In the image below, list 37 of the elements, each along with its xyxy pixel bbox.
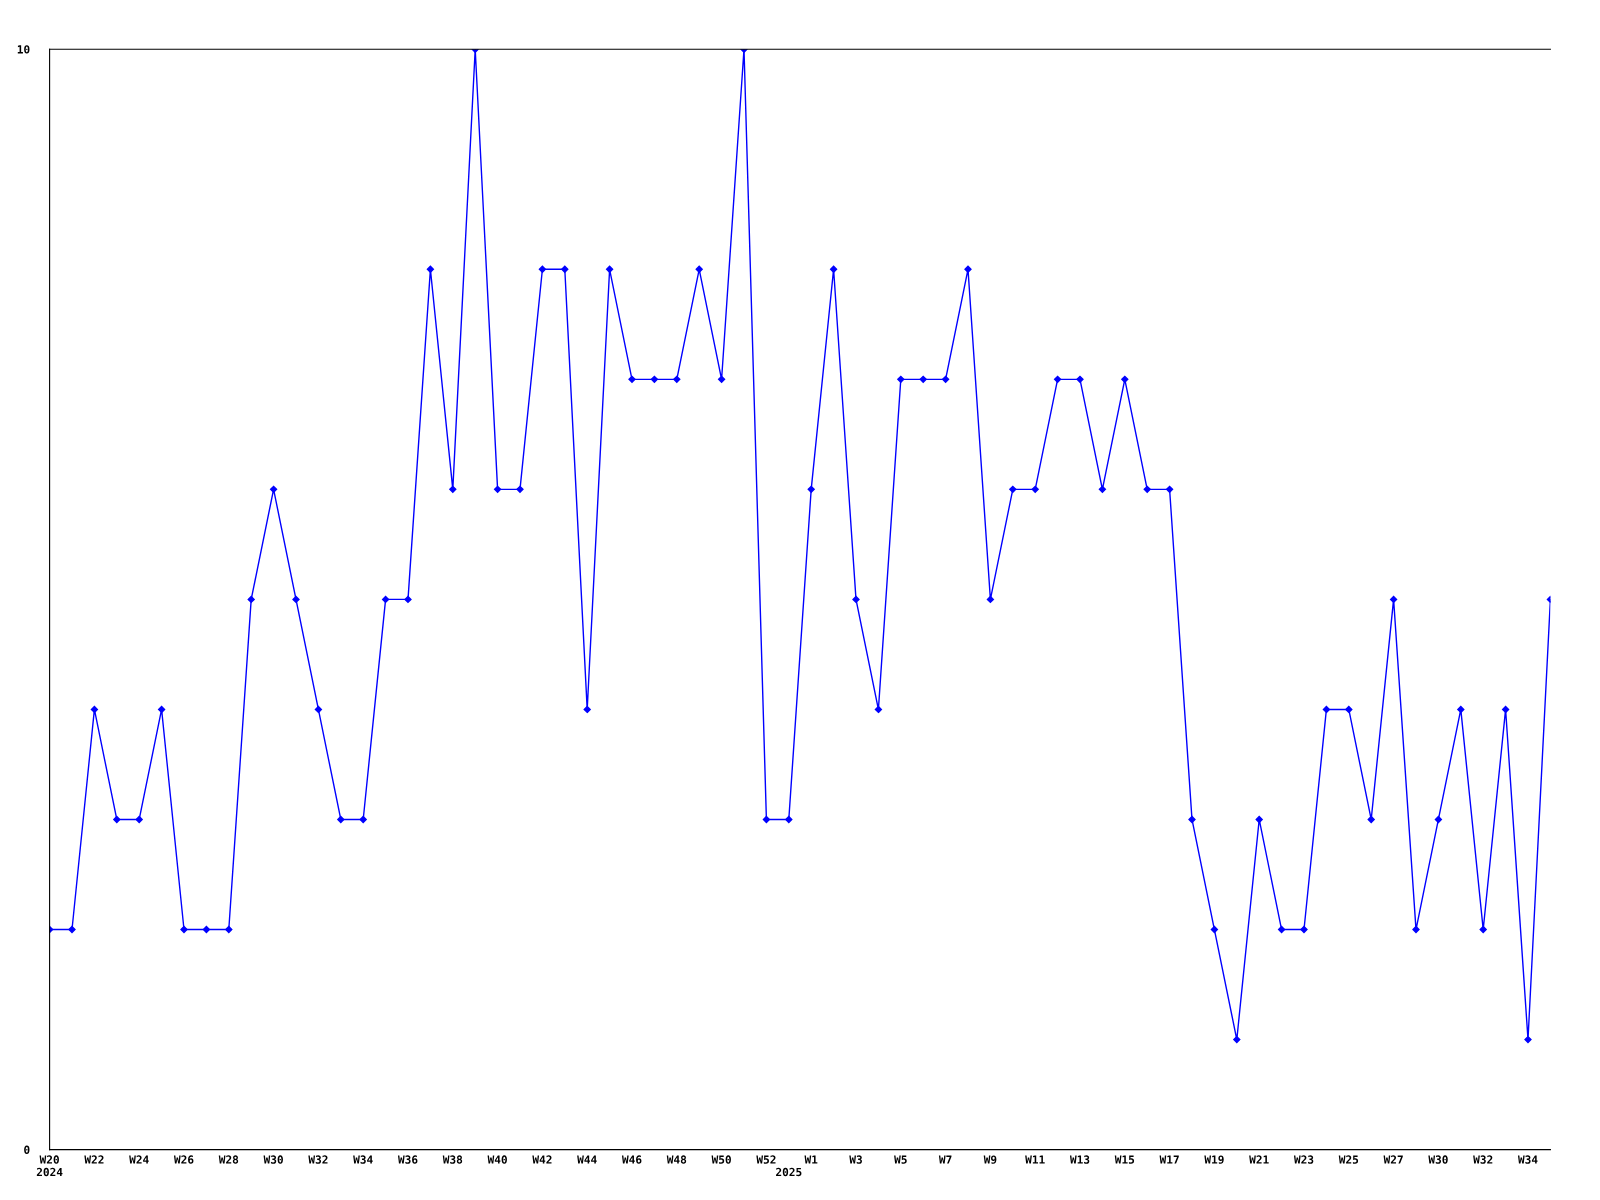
x-tick-label: W11 (1025, 1155, 1045, 1164)
x-tick-label: W20 2024 (36, 1155, 63, 1177)
x-tick-label: W9 (983, 1155, 997, 1164)
x-tick-label: W42 (532, 1155, 552, 1164)
x-tick-label: W25 (1338, 1155, 1359, 1164)
x-tick-label: 2025 (776, 1167, 802, 1177)
x-tick-label: W28 (218, 1155, 239, 1164)
x-tick-label: W5 (894, 1155, 907, 1164)
x-tick-label: W34 (1517, 1155, 1538, 1164)
y-tick-label: 0 (24, 1145, 30, 1154)
x-tick-label: W17 (1159, 1155, 1179, 1164)
y-tick-label: 10 (17, 45, 30, 54)
x-tick-label: W26 (173, 1155, 194, 1164)
x-tick-label: W52 (756, 1155, 776, 1164)
x-tick-label: W23 (1293, 1155, 1314, 1164)
x-tick-label: W30 (263, 1155, 283, 1164)
x-tick-label: W38 (442, 1155, 463, 1164)
x-tick-label: W19 (1204, 1155, 1224, 1164)
x-tick-label: W44 (577, 1155, 597, 1164)
x-tick-label: W27 (1383, 1155, 1403, 1164)
x-tick-label: W15 (1114, 1155, 1135, 1164)
x-tick-label: W32 (308, 1155, 328, 1164)
x-tick-label: W48 (666, 1155, 687, 1164)
x-tick-label: W40 (487, 1155, 507, 1164)
x-tick-label: W36 (397, 1155, 418, 1164)
x-tick-label: W13 (1069, 1155, 1090, 1164)
x-tick-label: W21 (1249, 1155, 1269, 1164)
x-tick-label: W7 (938, 1155, 952, 1164)
x-tick-label: W22 (84, 1155, 104, 1164)
x-tick-label: W30 (1428, 1155, 1448, 1164)
x-tick-label: W1 (804, 1155, 818, 1164)
x-tick-label: W50 (711, 1155, 731, 1164)
x-tick-label: W32 (1473, 1155, 1493, 1164)
x-tick-label: W34 (353, 1155, 373, 1164)
x-tick-label: W24 (129, 1155, 149, 1164)
x-tick-label: W46 (621, 1155, 642, 1164)
x-tick-label: W3 (849, 1155, 862, 1164)
